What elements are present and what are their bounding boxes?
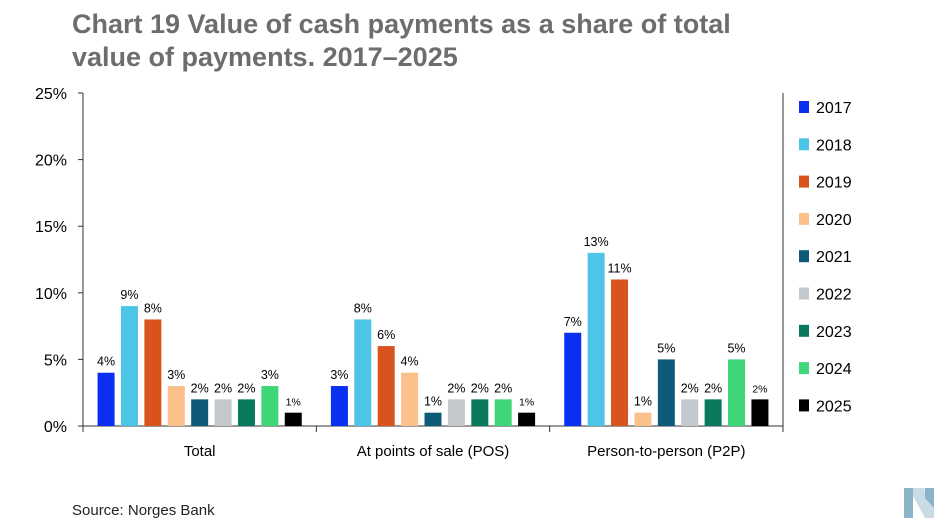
bar-2017 <box>564 332 582 426</box>
chart-title: Chart 19 Value of cash payments as a sha… <box>72 8 892 74</box>
legend-swatch-2018 <box>799 138 809 151</box>
bar-value-label: 3% <box>167 368 185 382</box>
x-category-label: Total <box>184 443 216 460</box>
legend-label-2017: 2017 <box>816 100 852 117</box>
bar-2020 <box>634 412 652 426</box>
y-tick-label: 0% <box>44 419 67 436</box>
bar-value-label: 2% <box>191 381 209 395</box>
bar-2018 <box>587 252 605 426</box>
bar-value-label: 7% <box>564 315 582 329</box>
legend-swatch-2021 <box>799 250 809 263</box>
bar-value-label: 8% <box>354 301 372 315</box>
bar-2019 <box>144 319 162 426</box>
bar-2019 <box>611 279 629 426</box>
bar-2024 <box>728 359 746 426</box>
y-tick-label: 25% <box>35 86 67 103</box>
bar-value-label: 5% <box>657 341 675 355</box>
y-tick-label: 5% <box>44 352 67 369</box>
legend-swatch-2019 <box>799 175 809 188</box>
bar-value-label: 1% <box>634 395 652 409</box>
bar-2025 <box>751 399 769 426</box>
y-tick-label: 10% <box>35 286 67 303</box>
bar-2025 <box>284 412 302 426</box>
x-category-label: Person-to-person (P2P) <box>587 443 745 460</box>
bar-2021 <box>424 412 442 426</box>
legend-label-2018: 2018 <box>816 137 852 154</box>
bar-value-label: 5% <box>727 341 745 355</box>
legend-swatch-2022 <box>799 287 809 300</box>
bar-2020 <box>167 386 185 426</box>
bar-2023 <box>471 399 489 426</box>
bar-value-label: 3% <box>330 368 348 382</box>
bar-value-label: 2% <box>752 383 767 395</box>
bar-2023 <box>704 399 722 426</box>
bar-2023 <box>237 399 255 426</box>
bar-value-label: 13% <box>584 235 609 249</box>
bar-2017 <box>97 372 115 426</box>
bar-value-label: 2% <box>704 381 722 395</box>
bar-2018 <box>354 319 372 426</box>
bar-labels-group: 4% 3% 7% 9% 8% 13% 8% 6% 11% 3% 4% 1% 2% 1% 5% 2% 2% 2% 2%… <box>97 235 767 409</box>
bar-value-label: 3% <box>261 368 279 382</box>
bar-2018 <box>120 306 138 426</box>
legend-label-2023: 2023 <box>816 324 852 341</box>
bar-2022 <box>447 399 465 426</box>
bar-value-label: 8% <box>144 301 162 315</box>
legend-label-2022: 2022 <box>816 287 852 304</box>
bar-value-label: 1% <box>286 397 301 409</box>
bar-chart: 0% 5% 10% 15% 20% 25% Total At points of sale … <box>35 86 852 460</box>
bar-value-label: 2% <box>237 381 255 395</box>
bar-2024 <box>494 399 512 426</box>
legend-label-2020: 2020 <box>816 212 852 229</box>
norges-bank-logo-icon <box>904 488 934 518</box>
bar-value-label: 2% <box>447 381 465 395</box>
legend-swatch-2017 <box>799 101 809 113</box>
source-note: Source: Norges Bank <box>72 502 215 519</box>
y-axis: 0% 5% 10% 15% 20% 25% <box>35 86 784 436</box>
x-axis: Total At points of sale (POS) Person-to-pe… <box>82 425 784 460</box>
bar-value-label: 4% <box>97 355 115 369</box>
legend-swatch-2024 <box>799 362 809 375</box>
bar-value-label: 2% <box>214 381 232 395</box>
bar-value-label: 4% <box>401 355 419 369</box>
legend-label-2021: 2021 <box>816 249 852 266</box>
legend-label-2025: 2025 <box>816 398 852 415</box>
x-category-label: At points of sale (POS) <box>357 443 510 460</box>
legend-swatch-2020 <box>799 212 809 225</box>
legend-swatch-2025 <box>799 399 809 412</box>
bar-2022 <box>214 399 232 426</box>
chart-title-line-2: value of payments. 2017–2025 <box>72 42 458 72</box>
bar-value-label: 9% <box>120 288 138 302</box>
bar-value-label: 2% <box>681 381 699 395</box>
bar-2024 <box>261 386 279 426</box>
bar-2017 <box>330 386 348 426</box>
bar-2021 <box>191 399 209 426</box>
bar-value-label: 11% <box>607 261 631 275</box>
legend-label-2024: 2024 <box>816 361 852 378</box>
bar-2020 <box>401 372 419 426</box>
chart-title-line-1: Chart 19 Value of cash payments as a sha… <box>72 9 731 39</box>
bar-value-label: 2% <box>471 381 489 395</box>
bar-2019 <box>377 346 395 426</box>
legend-swatch-2023 <box>799 324 809 337</box>
bars-group <box>97 252 769 426</box>
y-tick-label: 20% <box>35 153 67 170</box>
legend: 2017 2018 2019 2020 2021 2022 2023 2024 2025 <box>799 100 852 415</box>
bar-value-label: 1% <box>519 397 534 409</box>
bar-2025 <box>518 412 536 426</box>
legend-label-2019: 2019 <box>816 175 852 192</box>
bar-2021 <box>657 359 675 426</box>
bar-value-label: 2% <box>494 381 512 395</box>
bar-2022 <box>681 399 699 426</box>
y-tick-label: 15% <box>35 219 67 236</box>
bar-value-label: 6% <box>377 328 395 342</box>
bar-value-label: 1% <box>424 395 442 409</box>
